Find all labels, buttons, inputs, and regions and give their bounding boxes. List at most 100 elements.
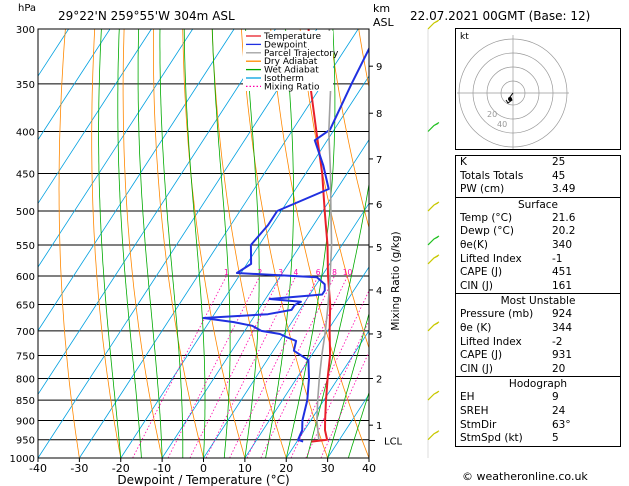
- km-tick-label: 2: [376, 374, 382, 385]
- mixing-ratio-label: 2: [258, 268, 263, 277]
- wind-barb: [427, 390, 440, 401]
- pressure-tick-label: 700: [16, 327, 35, 338]
- hodograph-ring-label: 20: [487, 110, 497, 119]
- mixing-ratio-line: [189, 275, 282, 458]
- x-tick-label: -10: [153, 462, 171, 475]
- wet-adiabat: [159, 29, 184, 458]
- isotherm: [285, 330, 369, 458]
- series-line-dewpoint: [202, 46, 369, 443]
- surface-label: CIN (J): [460, 279, 493, 292]
- hodograph-title: Hodograph: [508, 378, 568, 391]
- unstable-row: Lifted Index -2: [456, 336, 620, 350]
- wet-adiabat: [306, 181, 369, 458]
- wet-adiabat: [183, 29, 206, 458]
- hodograph-value: 5: [552, 432, 559, 445]
- pressure-tick-label: 550: [16, 241, 35, 252]
- km-tick-label: 3: [376, 330, 382, 341]
- surface-row: Temp (°C) 21.6: [456, 212, 620, 226]
- pressure-tick-label: 650: [16, 301, 35, 312]
- indices-panel: K 25 Totals Totals 45 PW (cm) 3.49 Surface Te…: [455, 155, 621, 447]
- index-value: 25: [552, 156, 566, 168]
- surface-value: 451: [552, 266, 573, 279]
- isotherm: [120, 75, 369, 458]
- hodograph-row: EH 9: [456, 391, 620, 405]
- mixing-ratio-label: 10: [343, 268, 353, 277]
- surface-value: 21.6: [552, 211, 576, 224]
- pressure-tick-label: 400: [16, 128, 35, 139]
- km-tick-label: 4: [376, 286, 382, 297]
- hodograph-label: SREH: [460, 404, 489, 417]
- hodograph-row: StmSpd (kt) 5: [456, 432, 620, 446]
- isotherm: [244, 266, 369, 458]
- surface-row: CAPE (J) 451: [456, 266, 620, 280]
- surface-row: Dewp (°C) 20.2: [456, 225, 620, 239]
- hodograph-units: kt: [460, 32, 469, 42]
- isotherm: [38, 29, 318, 458]
- unstable-row: CIN (J) 20: [456, 363, 620, 377]
- wet-adiabat: [285, 29, 336, 458]
- km-label: km: [373, 2, 391, 15]
- unstable-label: θe (K): [460, 321, 492, 334]
- hodograph-row: StmDir 63°: [456, 419, 620, 433]
- legend-entry: Dewpoint: [264, 40, 307, 50]
- unstable-value: 344: [552, 321, 573, 334]
- dry-adiabat: [122, 29, 163, 458]
- km-tick-label: 8: [376, 109, 382, 120]
- mixing-ratio-label: 8: [332, 268, 337, 277]
- km-tick-label: 5: [376, 243, 382, 254]
- wet-adiabat: [137, 29, 163, 458]
- unstable-label: Pressure (mb): [460, 308, 534, 321]
- hpa-label: hPa: [18, 3, 37, 14]
- surface-row: θe(K) 340: [456, 239, 620, 253]
- wet-adiabat: [98, 29, 122, 458]
- isotherm: [38, 29, 111, 141]
- x-tick-label: -40: [29, 462, 47, 475]
- isotherm: [161, 139, 369, 458]
- dry-adiabat: [270, 29, 369, 458]
- index-value: 45: [552, 169, 566, 182]
- plot-area: 1 2 3 4 6 8 10 16 20 25: [38, 29, 369, 458]
- wet-adiabat: [265, 29, 294, 458]
- hodograph-label: StmDir: [460, 418, 497, 431]
- dry-adiabat: [91, 29, 122, 458]
- wind-barb: [427, 430, 440, 441]
- surface-label: CAPE (J): [460, 266, 503, 279]
- hodograph-ring-label: 40: [497, 120, 507, 129]
- x-tick-label: 10: [238, 462, 252, 475]
- surface-label: Dewp (°C): [460, 225, 514, 238]
- legend-entry: Temperature: [263, 32, 321, 42]
- hodograph-value: 24: [552, 404, 566, 417]
- x-axis-label: Dewpoint / Temperature (°C): [117, 473, 289, 486]
- surface-label: Temp (°C): [460, 211, 513, 224]
- mixing-ratio-label: 1: [224, 268, 229, 277]
- index-row: PW (cm) 3.49: [456, 183, 620, 197]
- mixing-ratio-line: [229, 275, 319, 458]
- pressure-tick-label: 750: [16, 351, 35, 362]
- legend-entry: Parcel Trajectory: [264, 49, 339, 59]
- isotherm: [38, 29, 194, 268]
- wind-barb: [427, 19, 440, 30]
- dry-adiabat: [241, 29, 328, 458]
- index-label: PW (cm): [460, 183, 505, 196]
- pressure-tick-label: 300: [16, 25, 35, 36]
- pressure-tick-label: 850: [16, 396, 35, 407]
- index-row: Totals Totals 45: [456, 170, 620, 184]
- isotherm: [38, 29, 152, 205]
- legend-entry: Mixing Ratio: [264, 82, 320, 92]
- legend-entry: Isotherm: [264, 74, 304, 84]
- legend-entry: Dry Adiabat: [264, 57, 318, 67]
- pressure-tick-label: 950: [16, 436, 35, 447]
- hodograph-panel: kt 20 40: [455, 28, 621, 150]
- isotherm: [79, 29, 359, 458]
- index-label: K: [460, 156, 467, 168]
- date-title: 22.07.2021 00GMT (Base: 12): [410, 9, 591, 23]
- series-line-parcel-trajectory: [316, 29, 333, 440]
- x-tick-label: 40: [362, 462, 376, 475]
- unstable-row: Pressure (mb) 924: [456, 308, 620, 322]
- isotherm: [203, 202, 369, 458]
- wind-barb: [427, 201, 440, 212]
- km-tick-label: 7: [376, 155, 382, 166]
- hodograph-label: StmSpd (kt): [460, 432, 523, 445]
